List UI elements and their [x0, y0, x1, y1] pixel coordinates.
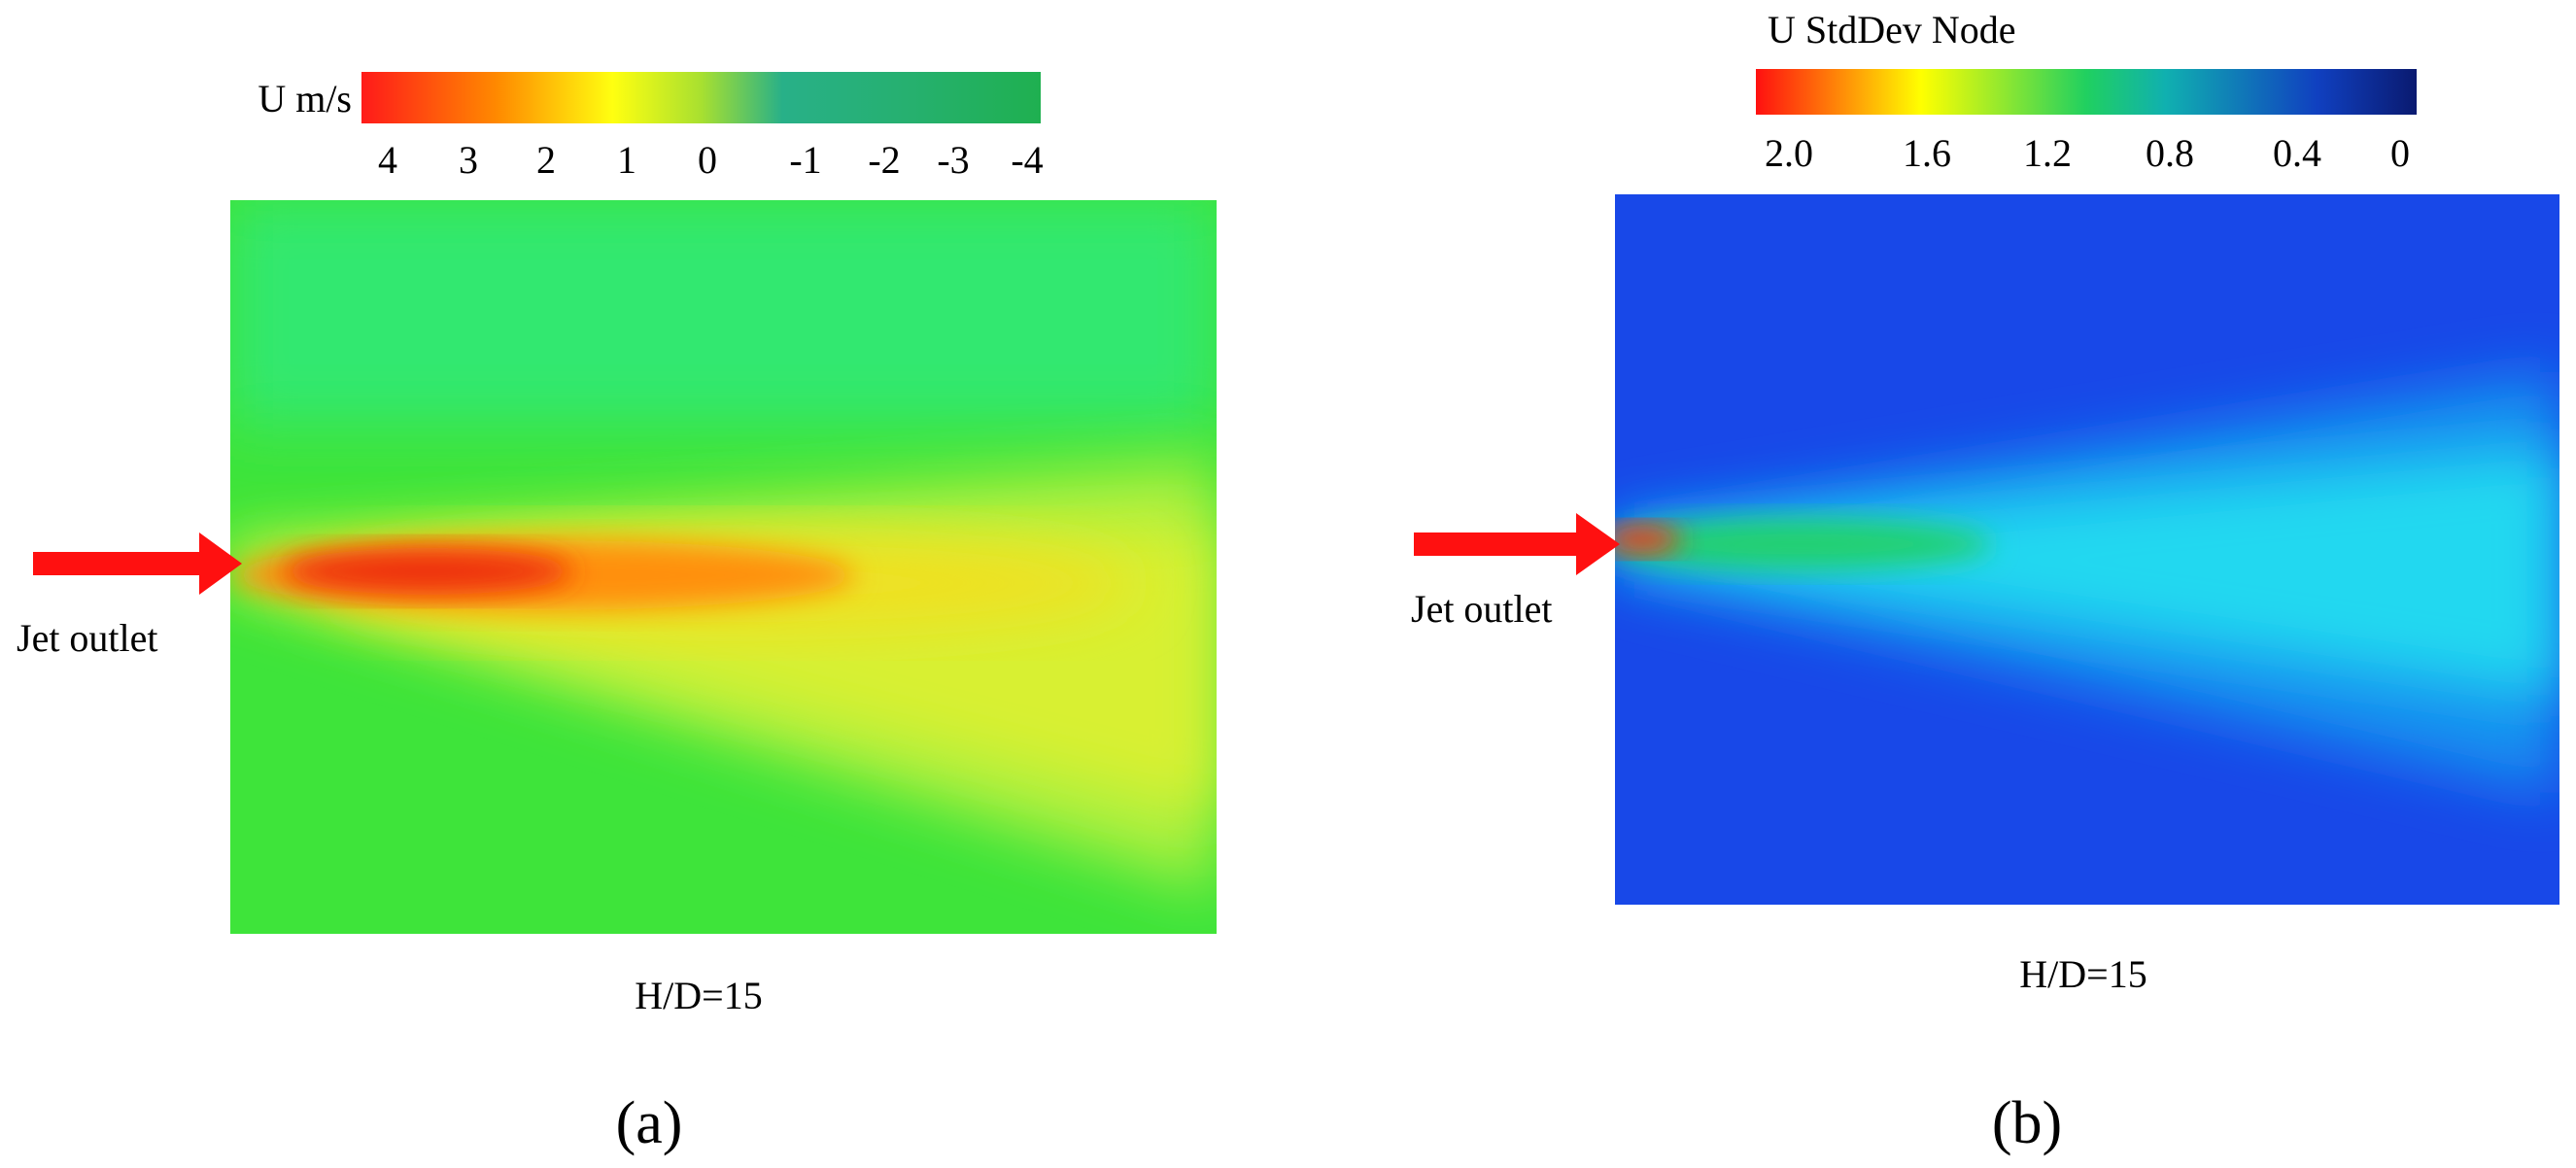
colorbar-tick-label: 1.6 [1903, 131, 1951, 175]
colorbar-tick-label: -4 [1011, 138, 1043, 182]
colorbar-tick-label: 2 [536, 138, 556, 182]
contour-field-b [1615, 194, 2559, 905]
colorbar-tick-label: 3 [459, 138, 478, 182]
colorbar-a [361, 72, 1041, 123]
colorbar-tick-label: 0 [2390, 131, 2410, 175]
inlet-label: Jet outlet [1411, 587, 1553, 631]
inlet-label: Jet outlet [17, 616, 158, 660]
colorbar-tick-label: 2.0 [1765, 131, 1813, 175]
inlet-arrow-a [33, 532, 242, 595]
colorbar-tick-label: 1.2 [2023, 131, 2072, 175]
colorbar-tick-label: 0.8 [2146, 131, 2194, 175]
colorbar-tick-label: 0 [698, 138, 717, 182]
colorbar-title: U m/s [258, 77, 352, 120]
colorbar-tick-label: 4 [378, 138, 397, 182]
colorbar-tick-label: -3 [937, 138, 969, 182]
colorbar-title: U StdDev Node [1768, 8, 2016, 52]
colorbar-tick-label: 0.4 [2273, 131, 2321, 175]
colorbar-tick-label: -2 [868, 138, 900, 182]
panel-label: (b) [1992, 1090, 2062, 1156]
colorbar-b [1756, 69, 2417, 115]
contour-field-a [230, 200, 1217, 934]
inlet-arrow-b [1414, 513, 1620, 575]
caption: H/D=15 [2019, 952, 2147, 996]
caption: H/D=15 [635, 974, 762, 1017]
panel-label: (a) [616, 1090, 683, 1156]
colorbar-tick-label: -1 [789, 138, 821, 182]
colorbar-tick-label: 1 [617, 138, 636, 182]
